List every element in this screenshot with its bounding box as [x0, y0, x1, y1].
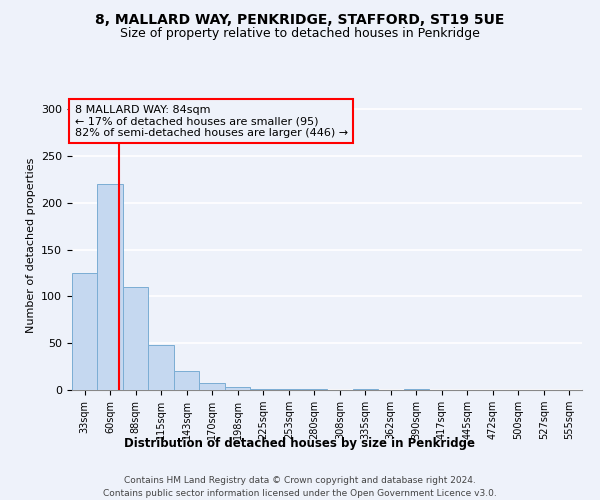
Bar — [148, 345, 174, 390]
Text: Distribution of detached houses by size in Penkridge: Distribution of detached houses by size … — [125, 438, 476, 450]
Text: Size of property relative to detached houses in Penkridge: Size of property relative to detached ho… — [120, 28, 480, 40]
Bar — [199, 384, 225, 390]
Bar — [72, 273, 97, 390]
Bar — [123, 287, 148, 390]
Y-axis label: Number of detached properties: Number of detached properties — [26, 158, 35, 332]
Bar — [174, 372, 199, 390]
Bar — [353, 389, 377, 390]
Bar — [404, 389, 429, 390]
Bar — [250, 389, 277, 390]
Text: Contains public sector information licensed under the Open Government Licence v3: Contains public sector information licen… — [103, 489, 497, 498]
Bar — [225, 387, 250, 390]
Bar — [301, 389, 328, 390]
Text: 8, MALLARD WAY, PENKRIDGE, STAFFORD, ST19 5UE: 8, MALLARD WAY, PENKRIDGE, STAFFORD, ST1… — [95, 12, 505, 26]
Text: 8 MALLARD WAY: 84sqm
← 17% of detached houses are smaller (95)
82% of semi-detac: 8 MALLARD WAY: 84sqm ← 17% of detached h… — [75, 104, 348, 138]
Bar — [277, 389, 301, 390]
Text: Contains HM Land Registry data © Crown copyright and database right 2024.: Contains HM Land Registry data © Crown c… — [124, 476, 476, 485]
Bar — [97, 184, 123, 390]
